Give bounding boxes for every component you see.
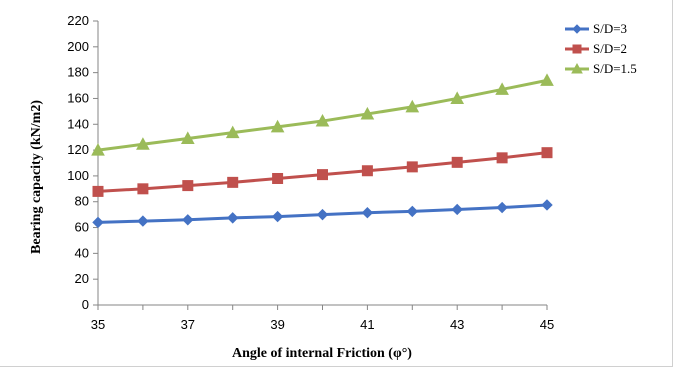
legend-label: S/D=1.5 bbox=[593, 61, 637, 76]
y-tick-label: 40 bbox=[75, 245, 89, 260]
x-tick-label: 41 bbox=[360, 317, 374, 332]
data-point bbox=[451, 156, 463, 168]
legend-label: S/D=2 bbox=[593, 41, 627, 56]
data-point bbox=[496, 201, 508, 214]
data-point bbox=[91, 143, 105, 156]
data-point bbox=[271, 210, 284, 223]
x-tick-label: 39 bbox=[270, 317, 284, 332]
y-tick-label: 140 bbox=[67, 116, 89, 131]
x-tick-label: 45 bbox=[540, 317, 554, 332]
data-point bbox=[406, 161, 418, 173]
data-point bbox=[92, 216, 104, 229]
data-point bbox=[226, 212, 239, 224]
series-2 bbox=[92, 147, 553, 197]
legend-label: S/D=3 bbox=[593, 21, 627, 36]
legend-marker bbox=[571, 62, 583, 74]
data-point bbox=[450, 91, 465, 104]
x-axis-title: Angle of internal Friction (φ°) bbox=[232, 346, 412, 361]
y-tick-label: 220 bbox=[67, 13, 89, 28]
y-tick-label: 160 bbox=[67, 90, 89, 105]
data-point bbox=[272, 172, 284, 184]
x-tick-label: 35 bbox=[91, 317, 105, 332]
data-point bbox=[270, 119, 285, 133]
legend-item: S/D=3 bbox=[565, 21, 627, 36]
data-point bbox=[225, 125, 240, 139]
data-point bbox=[317, 169, 328, 181]
data-point bbox=[316, 208, 329, 221]
series-3 bbox=[91, 73, 554, 156]
data-point bbox=[227, 176, 239, 188]
y-tick-label: 180 bbox=[67, 65, 89, 80]
legend-item: S/D=1.5 bbox=[565, 61, 637, 76]
data-point bbox=[541, 199, 553, 211]
data-point bbox=[137, 183, 149, 195]
data-point bbox=[406, 205, 419, 218]
plot-area: 0 20 40 60 80 100 120 140 160 180 200 220 35 37 39 41 43… bbox=[67, 13, 554, 332]
y-axis-title-group: Bearing capacity (kN/m2) bbox=[29, 100, 44, 254]
data-point bbox=[182, 214, 194, 226]
y-axis-title: Bearing capacity (kN/m2) bbox=[29, 100, 44, 254]
data-point bbox=[315, 114, 330, 127]
data-point bbox=[137, 215, 149, 227]
data-point bbox=[495, 82, 509, 95]
data-point bbox=[92, 185, 104, 197]
y-tick-label: 20 bbox=[75, 271, 89, 286]
data-point bbox=[136, 137, 150, 150]
data-point bbox=[361, 165, 373, 177]
legend: S/D=3 S/D=2 S/D=1.5 bbox=[565, 21, 637, 76]
data-point bbox=[405, 99, 420, 113]
data-point bbox=[451, 203, 463, 216]
y-tick-label: 80 bbox=[75, 194, 89, 209]
y-tick-label: 120 bbox=[67, 142, 89, 157]
data-point bbox=[540, 73, 554, 86]
data-point bbox=[496, 152, 508, 164]
x-tick-label: 37 bbox=[181, 317, 195, 332]
y-tick-label: 0 bbox=[82, 297, 89, 312]
y-tick-label: 200 bbox=[67, 39, 89, 54]
data-point bbox=[180, 131, 195, 144]
data-point bbox=[360, 106, 375, 120]
series-1 bbox=[92, 199, 553, 229]
data-point bbox=[182, 180, 194, 192]
data-point bbox=[541, 147, 553, 159]
data-point bbox=[361, 206, 374, 219]
legend-item: S/D=2 bbox=[565, 41, 627, 56]
y-tick-label: 100 bbox=[67, 168, 89, 183]
x-tick-label: 43 bbox=[450, 317, 464, 332]
y-tick-label: 60 bbox=[75, 220, 89, 235]
legend-marker bbox=[572, 24, 582, 34]
legend-marker bbox=[572, 44, 582, 54]
